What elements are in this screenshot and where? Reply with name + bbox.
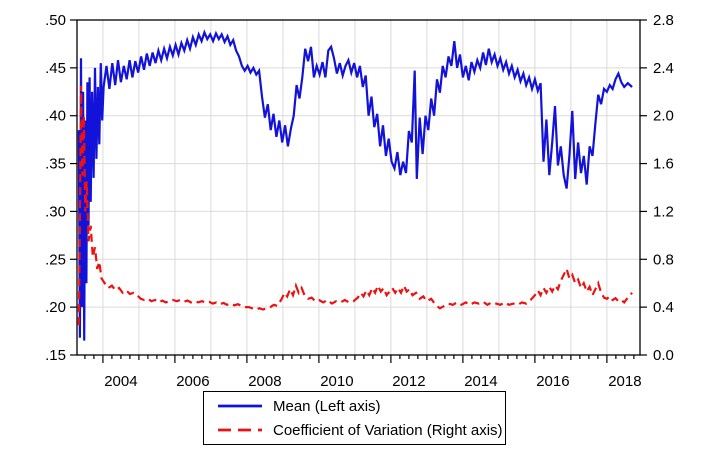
mean-line <box>77 29 633 341</box>
left-y-tick-label: .35 <box>45 156 66 173</box>
cov-line <box>77 85 633 326</box>
right-y-tick-label: 2.8 <box>653 12 674 29</box>
legend-label-mean: Mean (Left axis) <box>273 397 381 415</box>
left-y-tick-label: .25 <box>45 251 66 268</box>
left-y-tick-label: .50 <box>45 12 66 29</box>
x-axis-tick-label: 2006 <box>176 373 209 390</box>
right-y-tick-label: 0.4 <box>653 299 674 316</box>
x-axis-tick-label: 2014 <box>464 373 497 390</box>
x-axis-tick-label: 2004 <box>104 373 137 390</box>
legend: Mean (Left axis) Coefficient of Variatio… <box>203 391 506 445</box>
left-y-tick-label: .45 <box>45 60 66 77</box>
x-axis-tick-label: 2008 <box>248 373 281 390</box>
x-axis-tick-label: 2012 <box>392 373 425 390</box>
right-y-tick-label: 2.4 <box>653 60 674 77</box>
legend-item-cov: Coefficient of Variation (Right axis) <box>217 420 505 441</box>
mean-line-icon <box>218 404 262 408</box>
right-y-tick-label: 2.0 <box>653 108 674 125</box>
left-y-tick-label: .15 <box>45 347 66 364</box>
left-y-tick-label: .40 <box>45 108 66 125</box>
right-y-tick-label: 1.6 <box>653 156 674 173</box>
right-y-tick-label: 1.2 <box>653 203 674 220</box>
x-axis-tick-label: 2010 <box>320 373 353 390</box>
x-axis-tick-label: 2018 <box>608 373 641 390</box>
right-y-tick-label: 0.0 <box>653 347 674 364</box>
plot-frame <box>76 19 641 356</box>
legend-item-mean: Mean (Left axis) <box>217 396 505 417</box>
legend-label-cov: Coefficient of Variation (Right axis) <box>273 421 503 439</box>
x-axis-tick-label: 2016 <box>536 373 569 390</box>
right-y-tick-label: 0.8 <box>653 251 674 268</box>
cov-line-icon <box>218 428 262 432</box>
left-y-tick-label: .20 <box>45 299 66 316</box>
left-y-tick-label: .30 <box>45 203 66 220</box>
